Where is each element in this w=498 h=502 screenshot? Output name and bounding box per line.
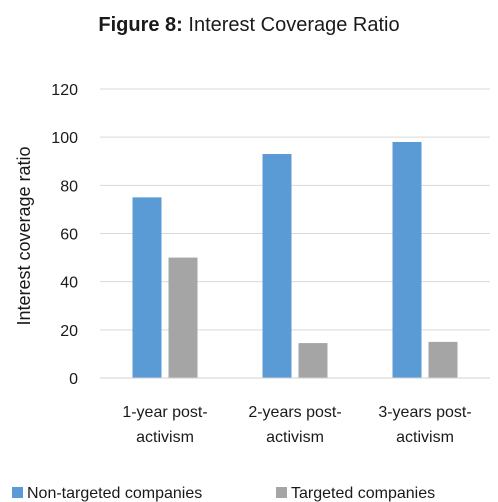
y-tick-label: 80 <box>60 178 78 195</box>
x-category-label: activism <box>396 429 454 446</box>
legend-swatch <box>276 487 287 498</box>
x-category-labels: 1-year post-activism 2-years post-activis… <box>122 404 471 446</box>
chart-title-text: Interest Coverage Ratio <box>188 14 400 36</box>
legend-swatch <box>12 487 23 498</box>
y-tick-label: 0 <box>69 371 78 388</box>
bar <box>298 343 328 378</box>
y-axis-title: Interest coverage ratio <box>14 146 34 325</box>
x-category-label: 1-year post- <box>122 404 207 421</box>
legend: Non-targeted companies Targeted companies <box>12 485 435 502</box>
x-category-label: activism <box>136 429 194 446</box>
bar <box>262 154 292 378</box>
y-tick-label: 40 <box>60 275 78 292</box>
legend-label: Targeted companies <box>291 485 435 502</box>
bar <box>132 197 162 378</box>
y-tick-label: 20 <box>60 323 78 340</box>
chart-title: Figure 8: Interest Coverage Ratio <box>0 14 498 37</box>
x-category-label: 2-years post- <box>248 404 341 421</box>
bar <box>392 141 422 378</box>
gridlines <box>100 88 490 331</box>
bar <box>428 341 458 378</box>
y-tick-label: 100 <box>51 130 78 147</box>
legend-label: Non-targeted companies <box>27 485 202 502</box>
x-category-label: 3-years post- <box>378 404 471 421</box>
chart-title-prefix: Figure 8: <box>98 14 183 36</box>
x-category-label: activism <box>266 429 324 446</box>
y-tick-label: 120 <box>51 82 78 99</box>
bar <box>168 257 198 378</box>
y-tick-labels: 0 20 40 60 80 100 120 <box>51 82 78 388</box>
bars <box>132 141 458 378</box>
y-tick-label: 60 <box>60 227 78 244</box>
